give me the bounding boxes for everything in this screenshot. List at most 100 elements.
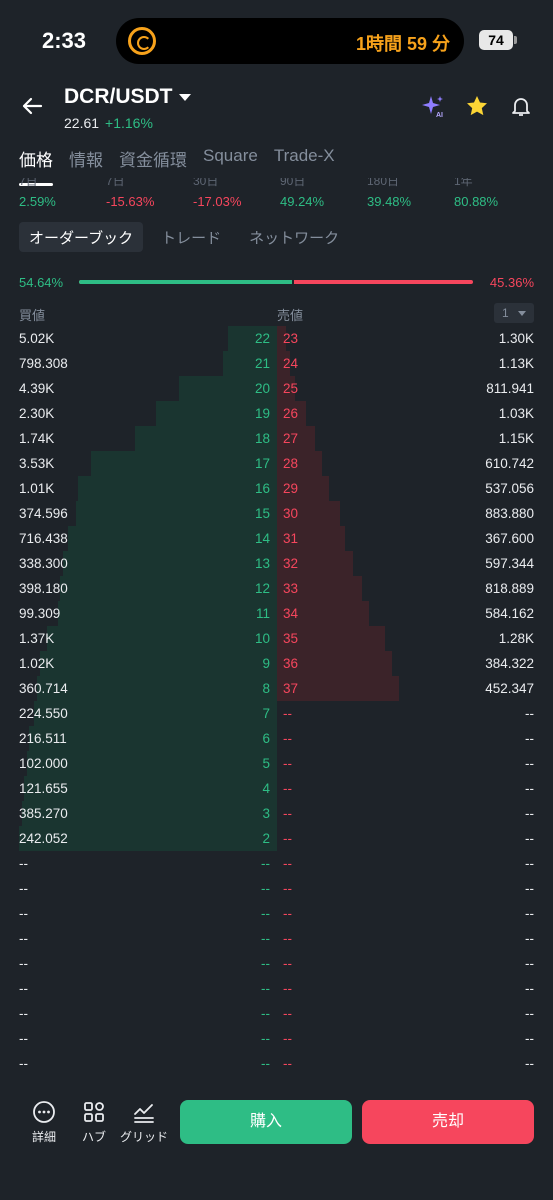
order-book-row[interactable]: -- -- -- -- [0,1051,553,1076]
order-book-row[interactable]: -- -- -- -- [0,1001,553,1026]
perf-value: 2.59% [19,194,56,209]
order-book-row[interactable]: 385.270 3 -- -- [0,801,553,826]
ask-ratio-label: 45.36% [489,275,534,290]
tab-square[interactable]: Square [203,146,258,165]
pair-selector[interactable]: DCR/USDT [64,85,191,109]
order-book-row[interactable]: -- -- -- -- [0,851,553,876]
bid-level: 16 [254,481,270,496]
ask-level: -- [283,781,292,796]
bid-quantity: 2.30K [19,406,55,421]
performance-row: 7日 2.59% 7日 -15.63% 30日 -17.03% 90日 49.2… [19,178,539,212]
bid-level: 15 [254,506,270,521]
tab-fund-flow[interactable]: 資金循環 [119,151,187,170]
order-book-row[interactable]: 798.308 21 24 1.13K [0,351,553,376]
order-book-row[interactable]: -- -- -- -- [0,876,553,901]
bid-quantity: 216.511 [19,731,67,746]
bid-quantity: -- [19,1056,28,1071]
segment-order-book[interactable]: オーダーブック [19,222,144,252]
bid-depth-bar [76,501,277,526]
order-book-row[interactable]: 3.53K 17 28 610.742 [0,451,553,476]
dynamic-island[interactable]: 1時間 59 分 [116,18,464,64]
bid-depth-bar [179,376,277,401]
ask-quantity: 1.28K [498,631,534,646]
order-book-row[interactable]: 374.596 15 30 883.880 [0,501,553,526]
bid-quantity: -- [19,1006,28,1021]
bell-icon[interactable] [509,94,533,118]
order-book-row[interactable]: -- -- -- -- [0,1026,553,1051]
ask-depth-bar [277,526,345,551]
order-book-row[interactable]: 99.309 11 34 584.162 [0,601,553,626]
perf-value: 80.88% [454,194,499,209]
tab-price[interactable]: 価格 [19,146,53,186]
hub-button[interactable]: ハブ [69,1100,119,1145]
ask-quantity: 883.880 [485,506,534,521]
perf-label: 90日 [280,178,306,188]
order-book-row[interactable]: 102.000 5 -- -- [0,751,553,776]
ask-depth-bar [277,326,286,351]
order-book-row[interactable]: 5.02K 22 23 1.30K [0,326,553,351]
sell-button[interactable]: 売却 [362,1100,534,1144]
book-segment-control: オーダーブック トレード ネットワーク [19,222,349,252]
bid-level: 18 [254,431,270,446]
order-book-row[interactable]: 224.550 7 -- -- [0,701,553,726]
bid-depth-bar [29,726,277,751]
ask-quantity: 811.941 [486,381,534,396]
order-book-row[interactable]: 121.655 4 -- -- [0,776,553,801]
perf-value: -17.03% [193,194,242,209]
ask-level: -- [283,1031,292,1046]
bid-depth-bar [58,601,277,626]
bid-depth-bar [60,576,277,601]
bid-quantity: -- [19,1031,28,1046]
back-arrow-icon[interactable] [20,94,44,118]
ask-level: 24 [283,356,299,371]
bid-depth-bar [91,451,277,476]
order-book-row[interactable]: 2.30K 19 26 1.03K [0,401,553,426]
ask-level: -- [283,806,292,821]
order-book-row[interactable]: -- -- -- -- [0,976,553,1001]
segment-network[interactable]: ネットワーク [249,230,340,247]
bid-depth-bar [68,526,277,551]
order-book-row[interactable]: 216.511 6 -- -- [0,726,553,751]
order-book-row[interactable]: 338.300 13 32 597.344 [0,551,553,576]
ask-level: 34 [283,606,299,621]
bid-level: 17 [254,456,270,471]
details-button[interactable]: 詳細 [19,1100,69,1145]
ask-level: 23 [283,331,299,346]
order-book-row[interactable]: -- -- -- -- [0,926,553,951]
order-book-row[interactable]: 1.01K 16 29 537.056 [0,476,553,501]
battery-indicator: 74 [479,30,517,50]
ask-quantity: -- [525,731,534,746]
ask-quantity: -- [525,906,534,921]
ask-quantity: -- [525,1056,534,1071]
bid-quantity: 99.309 [19,606,61,621]
segment-trades[interactable]: トレード [161,230,222,247]
order-book-row[interactable]: 398.180 12 33 818.889 [0,576,553,601]
depth-selector[interactable]: 1 [494,303,534,323]
grid-button[interactable]: グリッド [119,1100,169,1145]
order-book-row[interactable]: -- -- -- -- [0,901,553,926]
order-book-row[interactable]: 242.052 2 -- -- [0,826,553,851]
bid-level: 6 [262,731,270,746]
tab-trade-x[interactable]: Trade-X [273,146,335,165]
tab-info[interactable]: 情報 [69,151,103,170]
order-book-row[interactable]: 4.39K 20 25 811.941 [0,376,553,401]
order-book-row[interactable]: 1.37K 10 35 1.28K [0,626,553,651]
grid-trading-icon [134,1104,154,1123]
hub-label: ハブ [81,1130,106,1144]
ai-sparkle-icon[interactable]: AI [421,94,445,118]
ask-quantity: -- [525,706,534,721]
ask-level: -- [283,956,292,971]
order-book-row[interactable]: 1.02K 9 36 384.322 [0,651,553,676]
ask-quantity: -- [525,1006,534,1021]
order-book-row[interactable]: 1.74K 18 27 1.15K [0,426,553,451]
star-icon[interactable] [465,94,489,118]
ask-quantity: -- [525,806,534,821]
ask-depth-bar [277,476,329,501]
order-book: 5.02K 22 23 1.30K 798.308 21 24 1.13K 4.39K 20 25 8… [0,326,553,1076]
buy-button[interactable]: 購入 [180,1100,352,1144]
order-book-row[interactable]: 360.714 8 37 452.347 [0,676,553,701]
main-tabs: 価格 情報 資金循環 Square Trade-X [19,146,335,186]
bid-level: -- [261,1006,270,1021]
order-book-row[interactable]: -- -- -- -- [0,951,553,976]
order-book-row[interactable]: 716.438 14 31 367.600 [0,526,553,551]
